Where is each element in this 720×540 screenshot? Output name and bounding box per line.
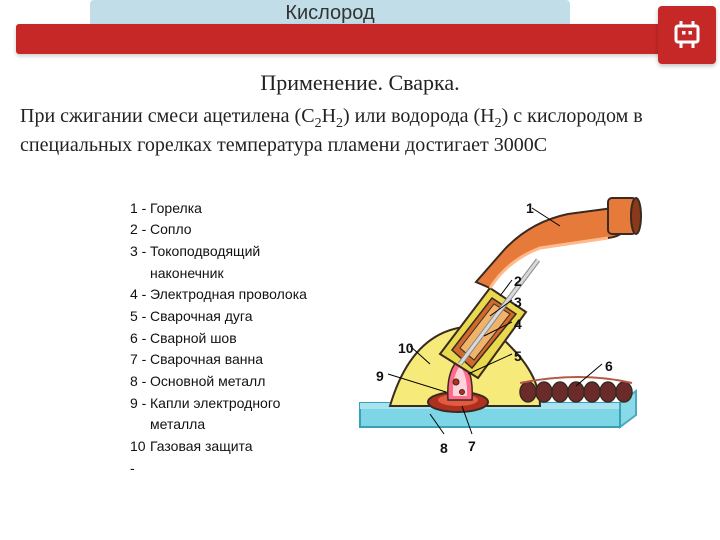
legend-item: 4 -Электродная проволока bbox=[130, 284, 330, 306]
legend-num: 9 - bbox=[130, 393, 150, 436]
legend-item: 3 -Токоподводящий наконечник bbox=[130, 241, 330, 284]
legend-num: 6 - bbox=[130, 328, 150, 350]
legend-item: 6 -Сварной шов bbox=[130, 328, 330, 350]
legend-label: Капли электрод­ного металла bbox=[150, 393, 330, 436]
legend-label: Газовая защита bbox=[150, 436, 330, 479]
legend-item: 1 -Горелка bbox=[130, 198, 330, 220]
para-frag-3: ) или водорода (Н bbox=[343, 105, 495, 127]
legend-num: 2 - bbox=[130, 219, 150, 241]
para-frag-1: При сжигании смеси ацетилена (С bbox=[20, 105, 315, 127]
legend-label: Токоподводящий наконечник bbox=[150, 241, 330, 284]
logo-icon bbox=[658, 6, 716, 64]
legend-num: 8 - bbox=[130, 371, 150, 393]
diagram-legend: 1 -Горелка2 -Сопло3 -Токоподводящий нако… bbox=[130, 198, 330, 480]
legend-num: 5 - bbox=[130, 306, 150, 328]
diagram-callout: 2 bbox=[514, 273, 522, 289]
legend-item: 10 -Газовая защита bbox=[130, 436, 330, 479]
legend-num: 4 - bbox=[130, 284, 150, 306]
legend-item: 9 -Капли электрод­ного металла bbox=[130, 393, 330, 436]
diagram-callout: 7 bbox=[468, 438, 476, 454]
legend-label: Сварочная дуга bbox=[150, 306, 330, 328]
sub-2b: 2 bbox=[336, 116, 343, 131]
diagram-callout: 10 bbox=[398, 340, 414, 356]
diagram-callout: 3 bbox=[514, 294, 522, 310]
legend-label: Основной металл bbox=[150, 371, 330, 393]
figure-area: 1 -Горелка2 -Сопло3 -Токоподводящий нако… bbox=[0, 158, 720, 488]
diagram-callout: 8 bbox=[440, 440, 448, 456]
legend-label: Горелка bbox=[150, 198, 330, 220]
legend-label: Сварочная ванна bbox=[150, 349, 330, 371]
diagram-callout: 1 bbox=[526, 200, 534, 216]
legend-item: 2 -Сопло bbox=[130, 219, 330, 241]
legend-num: 7 - bbox=[130, 349, 150, 371]
header-bar bbox=[16, 24, 680, 54]
sub-2a: 2 bbox=[315, 116, 322, 131]
legend-num: 1 - bbox=[130, 198, 150, 220]
para-frag-2: Н bbox=[322, 105, 336, 127]
diagram-callout: 9 bbox=[376, 368, 384, 384]
legend-num: 3 - bbox=[130, 241, 150, 284]
legend-label: Сопло bbox=[150, 219, 330, 241]
legend-label: Электродная проволока bbox=[150, 284, 330, 306]
legend-label: Сварной шов bbox=[150, 328, 330, 350]
legend-item: 8 -Основной металл bbox=[130, 371, 330, 393]
welding-diagram: 1 2 3 4 5 6 7 8 9 10 bbox=[340, 178, 650, 468]
diagram-callout: 4 bbox=[514, 316, 522, 332]
slide-subtitle: Применение. Сварка. bbox=[0, 70, 720, 96]
legend-item: 5 -Сварочная дуга bbox=[130, 306, 330, 328]
diagram-callout: 6 bbox=[605, 358, 613, 374]
legend-item: 7 -Сварочная ванна bbox=[130, 349, 330, 371]
sub-2c: 2 bbox=[495, 116, 502, 131]
legend-num: 10 - bbox=[130, 436, 150, 479]
body-text: При сжигании смеси ацетилена (С2Н2) или … bbox=[0, 96, 720, 158]
diagram-callout: 5 bbox=[514, 348, 522, 364]
